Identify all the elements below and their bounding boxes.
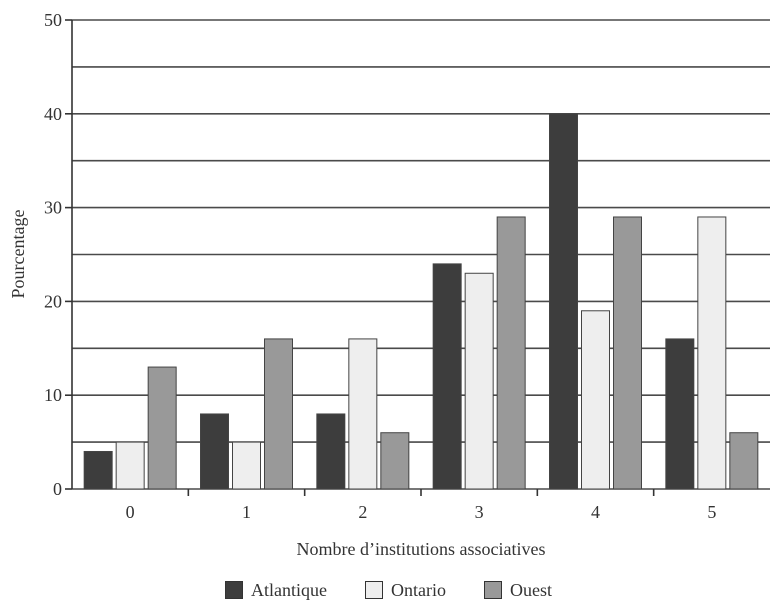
- bar-atlantique: [83, 450, 113, 490]
- legend: Atlantique Ontario Ouest: [0, 578, 777, 602]
- legend-item: Ontario: [365, 580, 446, 601]
- y-tick-label: 40: [44, 104, 62, 124]
- legend-swatch: [365, 581, 383, 599]
- legend-item: Ouest: [483, 579, 552, 601]
- x-tick-label: 4: [591, 502, 600, 522]
- bars: [83, 113, 759, 490]
- y-axis-title: Pourcentage: [8, 210, 28, 299]
- bar-atlantique: [549, 113, 578, 490]
- y-tick-label: 20: [44, 291, 62, 311]
- x-tick-label: 5: [707, 502, 716, 522]
- bar-ouest: [147, 366, 177, 490]
- y-tick-label: 30: [44, 198, 62, 218]
- x-tick-label: 1: [242, 502, 251, 522]
- bar-ouest: [729, 432, 759, 490]
- bar-ontario: [115, 441, 145, 490]
- bar-atlantique: [316, 413, 346, 490]
- x-axis-title: Nombre d’institutions associatives: [297, 539, 546, 559]
- bar-ouest: [496, 216, 526, 490]
- bar-ontario: [348, 338, 378, 490]
- bar-ontario: [581, 310, 610, 490]
- x-tick-label: 2: [358, 502, 367, 522]
- legend-label: Ontario: [391, 579, 446, 600]
- legend-item: Atlantique: [225, 580, 327, 601]
- bar-atlantique: [200, 413, 229, 490]
- y-tick-label: 0: [53, 479, 62, 499]
- bar-ontario: [464, 272, 494, 490]
- axes: 0 10 20 30 40 50 0 1 2 3 4 5: [44, 10, 716, 522]
- legend-label: Ouest: [509, 579, 552, 600]
- bar-atlantique: [432, 263, 462, 490]
- bar-ouest: [264, 338, 293, 490]
- legend-label: Atlantique: [251, 579, 327, 600]
- x-tick-label: 3: [475, 502, 484, 522]
- y-tick-label: 50: [44, 10, 62, 30]
- y-tick-label: 10: [44, 385, 62, 405]
- bar-atlantique: [665, 338, 695, 490]
- x-tick-label: 0: [126, 502, 135, 522]
- bar-ouest: [380, 432, 410, 490]
- bar-ontario: [232, 441, 261, 490]
- bar-ouest: [613, 216, 642, 490]
- grid-lines: [72, 19, 770, 490]
- legend-swatch: [225, 581, 244, 599]
- legend-swatch: [483, 581, 502, 599]
- bar-ontario: [697, 216, 727, 490]
